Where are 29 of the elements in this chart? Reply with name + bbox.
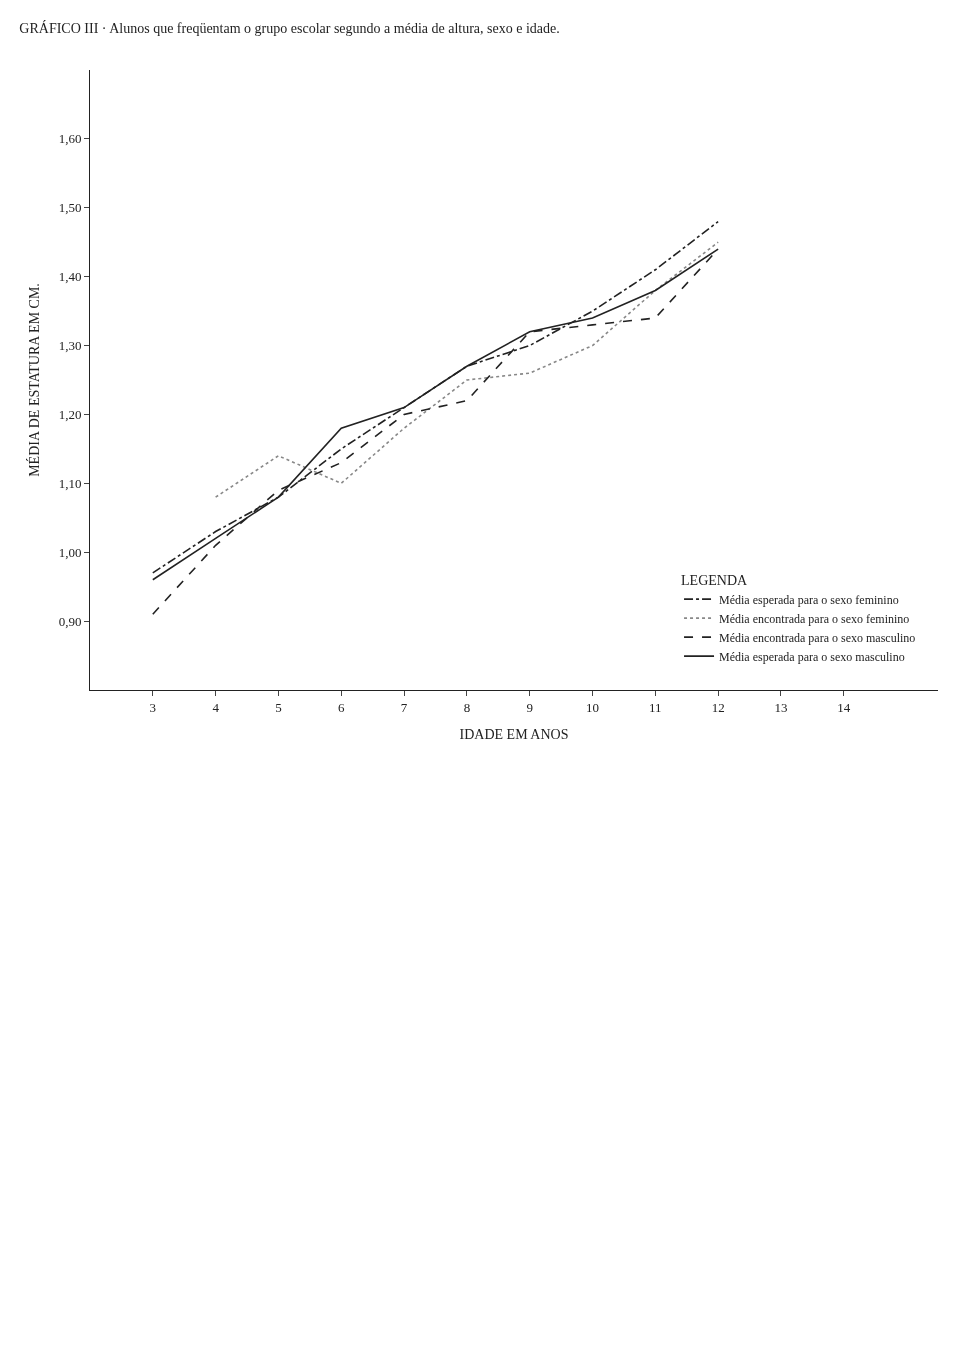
x-tick-label: 13: [774, 699, 788, 715]
y-axis-title: MÉDIA DE ESTATURA EM CM.: [26, 283, 43, 477]
y-tick-label: 1,50: [58, 200, 82, 216]
y-tick-label: 1,40: [58, 269, 82, 285]
legend-title: LEGENDA: [681, 572, 749, 588]
x-tick-label: 3: [149, 699, 157, 715]
x-tick-label: 5: [275, 699, 282, 715]
y-tick-label: 0,90: [58, 613, 82, 629]
x-tick-label: 7: [400, 699, 408, 715]
line-series: [214, 241, 719, 498]
x-tick-label: 6: [338, 699, 346, 715]
x-tick-label: 12: [711, 699, 725, 715]
x-axis-title: IDADE EM ANOS: [459, 726, 569, 742]
legend-label: Média esperada para o sexo feminino: [719, 592, 899, 607]
y-tick-label: 1,00: [58, 544, 82, 560]
legend-label: Média encontrada para o sexo feminino: [719, 611, 910, 626]
chart-title: GRÁFICO III · Alunos que freqüentam o grupo escolar segundo a média de altura, sexo e idade.: [19, 19, 560, 36]
y-tick-label: 1,10: [58, 475, 82, 491]
y-tick-label: 1,20: [58, 406, 82, 422]
x-tick-label: 4: [212, 699, 220, 715]
x-tick-label: 8: [463, 699, 471, 715]
x-tick-label: 14: [837, 699, 851, 715]
x-tick-label: 10: [586, 699, 600, 715]
legend-label: Média encontrada para o sexo masculino: [719, 630, 916, 645]
x-tick-label: 11: [649, 699, 662, 715]
x-tick-label: 9: [526, 699, 533, 715]
legend-label: Média esperada para o sexo masculino: [719, 649, 905, 664]
y-tick-label: 1,30: [58, 338, 82, 354]
y-tick-label: 1,60: [58, 131, 82, 147]
